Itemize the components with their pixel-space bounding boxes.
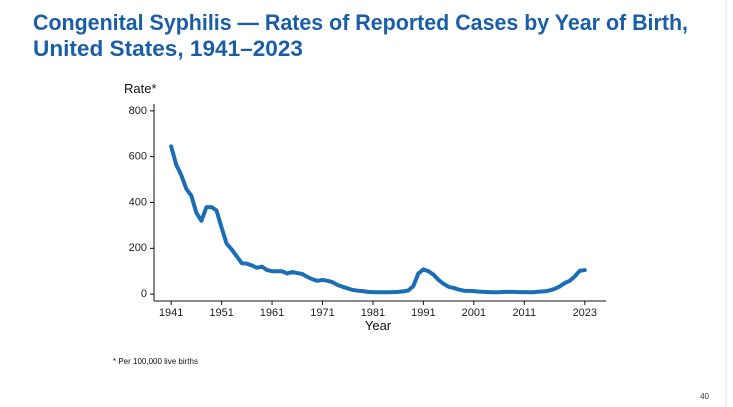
y-axis-label: Rate*: [124, 81, 157, 96]
x-axis-label: Year: [365, 318, 392, 333]
x-tick-label: 1981: [361, 307, 385, 319]
y-tick-label: 400: [129, 196, 147, 208]
x-tick-label: 1991: [411, 307, 435, 319]
x-tick-label: 2011: [512, 307, 536, 319]
data-line: [169, 144, 587, 295]
y-tick-label: 600: [129, 151, 147, 163]
x-tick-label: 1961: [260, 307, 284, 319]
title-line: United States, 1941–2023: [33, 36, 303, 61]
x-tick-label: 1951: [209, 307, 233, 319]
x-tick-label: 2001: [462, 307, 486, 319]
y-tick-label: 200: [129, 242, 147, 254]
x-tick-label: 2023: [573, 307, 597, 319]
title-line: Congenital Syphilis — Rates of Reported …: [33, 10, 688, 35]
x-tick-label: 1941: [159, 307, 183, 319]
footnote: * Per 100,000 live births: [113, 357, 198, 366]
page-number: 40: [700, 392, 709, 401]
y-tick-label: 800: [129, 105, 147, 117]
y-tick-label: 0: [141, 288, 147, 300]
x-tick-label: 1971: [310, 307, 334, 319]
